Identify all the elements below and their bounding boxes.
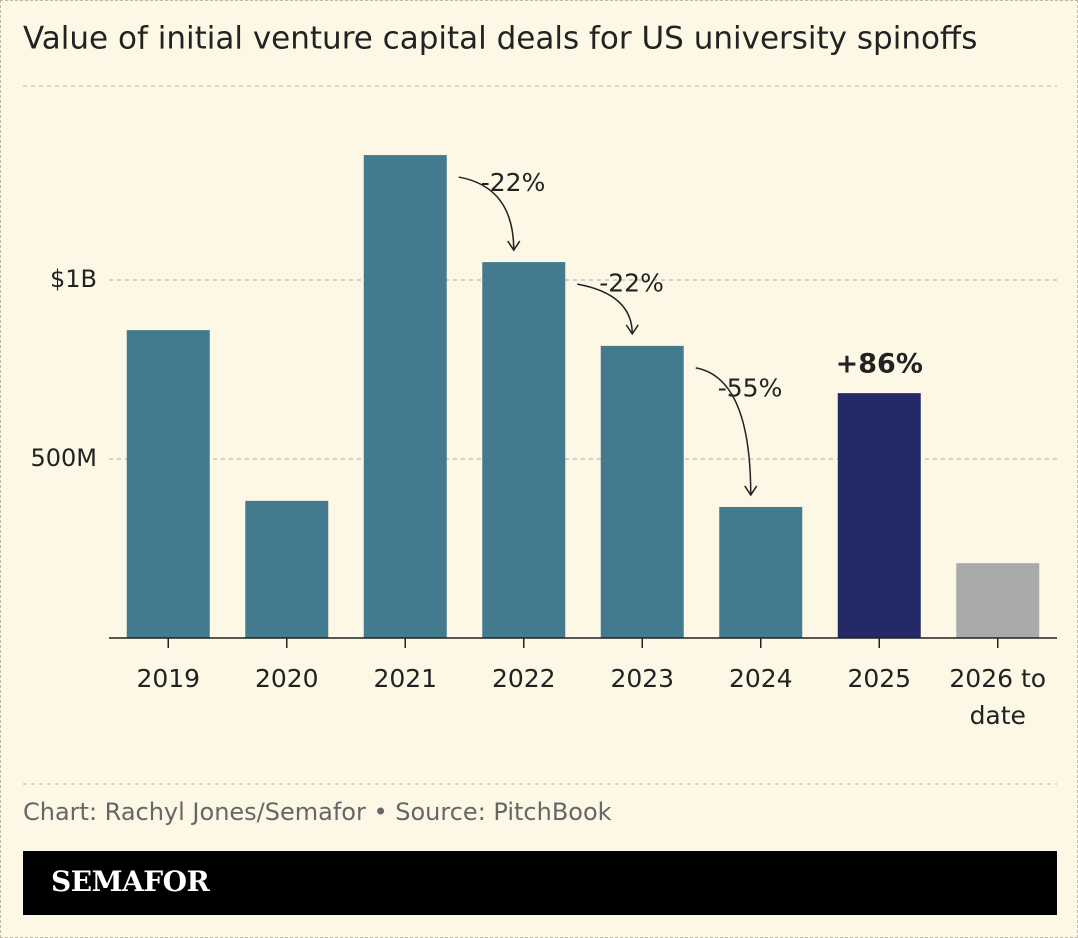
annotation-arrow — [577, 283, 633, 334]
annotation: -55% — [718, 373, 783, 402]
annotation-arrow — [695, 367, 752, 495]
x-tick-label: 2025 — [847, 664, 912, 693]
x-tick-label: 2024 — [728, 664, 793, 693]
bar — [956, 563, 1040, 638]
bar — [837, 393, 921, 638]
x-tick-label: 2023 — [610, 664, 675, 693]
annotation-arrowhead — [507, 240, 521, 252]
bar — [482, 262, 566, 638]
bar — [245, 500, 329, 638]
x-tick-label: 2021 — [373, 664, 438, 693]
y-tick-label: $1B — [50, 265, 97, 293]
source-note: Chart: Rachyl Jones/Semafor • Source: Pi… — [23, 798, 612, 826]
y-tick-label: 500M — [30, 444, 97, 472]
bar — [600, 345, 684, 638]
x-tick-label: 2022 — [491, 664, 556, 693]
x-tick-label: 2020 — [254, 664, 319, 693]
annotation-arrowhead — [744, 485, 758, 497]
bar — [719, 506, 803, 638]
annotation: +86% — [836, 349, 923, 380]
annotation-arrow — [458, 176, 515, 251]
annotation-arrowhead — [625, 324, 639, 336]
annotation: -22% — [481, 168, 546, 197]
x-tick-label: 2019 — [136, 664, 201, 693]
x-tick-label: 2026 to date — [949, 664, 1047, 730]
chart-title: Value of initial venture capital deals f… — [23, 21, 977, 57]
annotation: -22% — [599, 269, 664, 298]
brand-logo: SEMAFOR — [51, 865, 210, 898]
brand-bar: SEMAFOR — [23, 851, 1057, 915]
bar — [126, 330, 210, 638]
bar — [363, 155, 447, 639]
